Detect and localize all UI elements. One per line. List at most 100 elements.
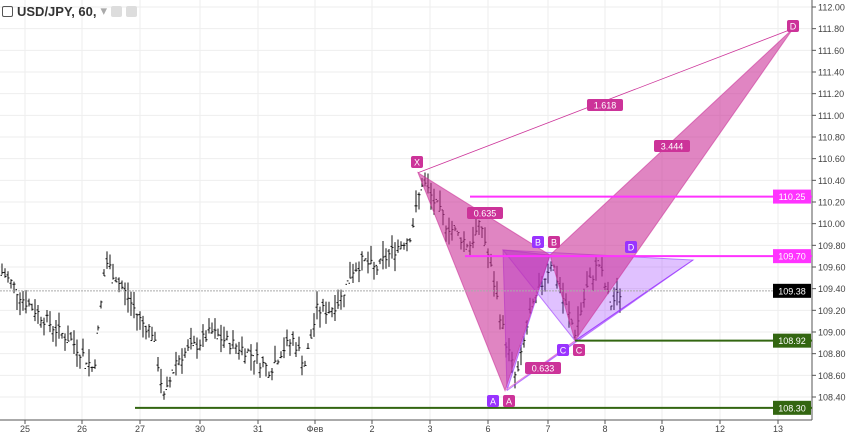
chart-title: USD/JPY, 60, ▾ (2, 3, 138, 19)
ohlc-bar (399, 241, 403, 250)
level-price-label: 108.30 (778, 403, 806, 413)
ohlc-bar (309, 329, 313, 339)
ohlc-bar (126, 282, 130, 313)
ohlc-bar (192, 335, 196, 347)
ohlc-bar (39, 316, 43, 328)
ohlc-bar (186, 339, 190, 351)
ohlc-bar (366, 251, 370, 274)
ratio-label-bd-bg (654, 140, 690, 152)
ohlc-bar (159, 368, 163, 394)
ohlc-bar (261, 356, 265, 368)
ratio-label-xd: 1.618 (594, 101, 617, 111)
ohlc-bar (117, 277, 121, 293)
ohlc-bar (147, 324, 151, 338)
level-price-label: 108.92 (778, 336, 806, 346)
y-tick-label: 112.00 (818, 3, 845, 13)
pattern2-label-c-bg (557, 344, 569, 356)
pattern2-label-d: D (628, 243, 635, 253)
pattern1-label-x-bg (411, 156, 423, 168)
ohlc-bar (3, 268, 7, 278)
y-tick-label: 108.80 (818, 349, 846, 359)
y-tick-label: 111.80 (818, 24, 844, 34)
y-tick-label: 109.20 (818, 306, 846, 316)
y-tick-label: 109.00 (818, 327, 846, 337)
ohlc-bar (114, 276, 118, 283)
ohlc-bar (135, 313, 139, 331)
ohlc-bar (15, 289, 19, 310)
ohlc-bar (6, 271, 10, 283)
ohlc-bar (63, 333, 67, 351)
ohlc-bar (258, 362, 262, 378)
pattern2-label-b: B (535, 238, 541, 248)
ohlc-bar (231, 330, 235, 349)
pattern1-label-b-bg (548, 236, 560, 248)
pattern1-triangle-xab (416, 171, 551, 392)
ohlc-bar (357, 261, 361, 283)
ohlc-bar (294, 342, 298, 358)
eye-icon[interactable] (111, 5, 123, 17)
ohlc-bar (87, 349, 91, 377)
ohlc-bar (18, 292, 22, 316)
collapse-icon[interactable] (2, 5, 13, 17)
ohlc-bar (549, 261, 553, 272)
ratio-label-xb: 0.635 (474, 209, 497, 219)
ohlc-bar (270, 368, 274, 381)
ohlc-bar (150, 326, 154, 342)
pattern2-label-b-bg (532, 236, 544, 248)
y-tick-label: 109.80 (818, 241, 846, 251)
level-price-label: 110.25 (779, 192, 806, 202)
y-tick-label: 110.00 (818, 219, 845, 229)
x-tick-label: 6 (485, 424, 490, 434)
ohlc-bar (195, 337, 199, 359)
ohlc-bar (60, 332, 64, 339)
ohlc-bar (9, 279, 13, 289)
symbol-label: USD/JPY, 60, (17, 3, 97, 19)
ohlc-bar (609, 301, 613, 311)
ohlc-bar (225, 330, 229, 341)
pattern2-label-a-bg (487, 395, 499, 407)
x-tick-label: 31 (253, 424, 263, 434)
ohlc-bar (207, 318, 211, 334)
ohlc-bar (144, 325, 148, 340)
pattern1-label-c: C (576, 346, 583, 356)
level-price-tag (773, 189, 811, 204)
x-tick-label: 3 (427, 424, 432, 434)
ohlc-bar (78, 354, 82, 369)
pattern2-label-d-bg (625, 241, 637, 253)
y-tick-label: 111.00 (818, 111, 844, 121)
ohlc-bar (300, 355, 304, 376)
ohlc-bar (156, 357, 160, 372)
ohlc-bar (42, 317, 46, 336)
pattern1-label-x: X (414, 158, 420, 168)
pattern2-label-a: A (490, 397, 496, 407)
ohlc-bar (81, 338, 85, 357)
ohlc-bar (204, 330, 208, 342)
ohlc-bar (546, 263, 550, 284)
ohlc-bar (318, 306, 322, 328)
ohlc-bar (348, 261, 352, 284)
ohlc-bar (66, 325, 70, 344)
ohlc-bar (12, 281, 16, 294)
ohlc-bar (237, 341, 241, 360)
ohlc-bar (216, 328, 220, 340)
ohlc-bar (201, 324, 205, 347)
ohlc-bar (363, 258, 367, 262)
dropdown-icon[interactable]: ▾ (100, 3, 108, 18)
x-tick-label: 25 (20, 424, 30, 434)
gear-icon[interactable] (126, 5, 138, 17)
ohlc-bar (183, 347, 187, 358)
ohlc-bar (138, 311, 142, 330)
ohlc-bar (69, 331, 73, 341)
x-tick-label: 8 (602, 424, 607, 434)
ohlc-bar (387, 248, 391, 267)
ohlc-bar (288, 339, 292, 356)
pattern1-label-d-bg (787, 20, 799, 32)
ohlc-bar (369, 245, 373, 265)
ohlc-bar (105, 251, 109, 269)
ohlc-bar (390, 235, 394, 259)
ohlc-bar (240, 336, 244, 356)
ohlc-bar (252, 355, 256, 375)
x-tick-label: 27 (135, 424, 145, 434)
